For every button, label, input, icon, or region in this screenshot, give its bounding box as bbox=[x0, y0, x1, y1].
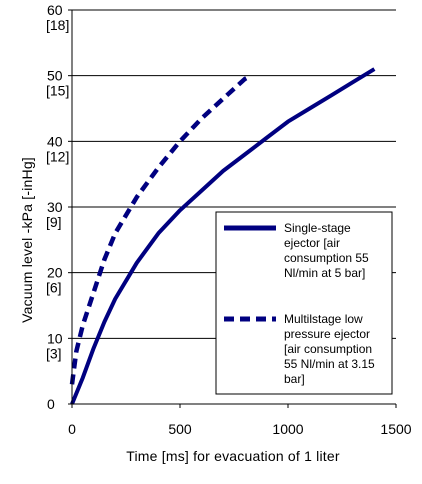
legend-label-line: ejector [air bbox=[284, 236, 340, 250]
series-line-1 bbox=[70, 67, 376, 405]
legend-label-2: Multilstage low pressure ejector [air cons… bbox=[284, 312, 375, 386]
y-tick-label: 20 bbox=[47, 265, 63, 281]
y-tick-alt-label: [12] bbox=[46, 148, 69, 164]
y-tick-label: 0 bbox=[47, 396, 55, 412]
legend: Single-stage ejector [air consumption 55 Nl… bbox=[215, 211, 393, 395]
legend-label-line: pressure ejector bbox=[284, 327, 370, 341]
series-lines bbox=[69, 67, 376, 405]
y-tick-alt-label: [9] bbox=[46, 214, 62, 230]
y-tick-alt-label: [18] bbox=[46, 17, 69, 33]
legend-label-line: 55 Nl/min at 3.15 bbox=[284, 357, 375, 371]
legend-label-line: consumption 55 bbox=[284, 251, 369, 265]
x-axis-label: Time [ms] for evacuation of 1 liter bbox=[126, 448, 340, 464]
y-axis-label: Vacuum level -kPa [-inHg] bbox=[19, 157, 35, 323]
y-tick-alt-label: [6] bbox=[46, 280, 62, 296]
y-tick-label: 10 bbox=[47, 330, 63, 346]
legend-label-1: Single-stage ejector [air consumption 55 Nl… bbox=[284, 221, 369, 280]
legend-label-line: Nl/min at 5 bar] bbox=[284, 266, 365, 280]
legend-label-line: bar] bbox=[284, 372, 305, 386]
legend-label-line: Multilstage low bbox=[284, 312, 363, 326]
y-tick-label: 60 bbox=[47, 2, 63, 18]
y-tick-label: 40 bbox=[47, 133, 63, 149]
axes bbox=[68, 9, 397, 408]
y-tick-labels: 0 10[3] 20[6] 30[9] 40[12] 50[15] 60[18] bbox=[46, 2, 69, 412]
legend-label-line: Single-stage bbox=[284, 221, 351, 235]
x-tick-label: 500 bbox=[168, 421, 192, 437]
legend-label-line: [air consumption bbox=[284, 342, 372, 356]
x-tick-label: 0 bbox=[68, 421, 76, 437]
x-tick-label: 1500 bbox=[380, 421, 411, 437]
series-line-2 bbox=[69, 73, 253, 385]
y-tick-alt-label: [15] bbox=[46, 83, 69, 99]
x-tick-label: 1000 bbox=[272, 421, 303, 437]
legend-box bbox=[215, 211, 393, 395]
y-tick-label: 30 bbox=[47, 199, 63, 215]
y-tick-label: 50 bbox=[47, 68, 63, 84]
x-tick-labels: 0 500 1000 1500 bbox=[68, 421, 412, 437]
y-tick-alt-label: [3] bbox=[46, 345, 62, 361]
